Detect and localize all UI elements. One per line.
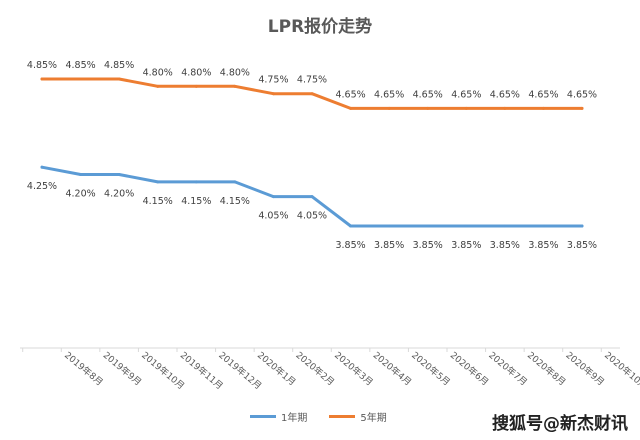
data-point-2 <box>464 106 468 110</box>
data-label-1: 4.20% <box>104 189 134 200</box>
data-label-2: 4.65% <box>451 89 481 100</box>
data-label-2: 4.75% <box>258 75 288 86</box>
data-label-2: 4.75% <box>297 75 327 86</box>
data-point-2 <box>271 92 275 96</box>
data-label-1: 4.15% <box>220 196 250 207</box>
legend-item-1: 1年期 <box>250 409 307 424</box>
data-point-1 <box>426 224 430 228</box>
x-tick-label: 2020年5月 <box>409 349 452 388</box>
data-point-2 <box>40 77 44 81</box>
data-point-1 <box>40 165 44 169</box>
data-label-2: 4.65% <box>528 89 558 100</box>
data-label-2: 4.65% <box>335 89 365 100</box>
data-label-2: 4.80% <box>181 67 211 78</box>
data-point-2 <box>349 106 353 110</box>
data-point-2 <box>310 92 314 96</box>
data-point-1 <box>310 195 314 199</box>
data-point-1 <box>156 180 160 184</box>
chart-legend: 1年期 5年期 <box>250 409 387 424</box>
data-label-2: 4.85% <box>104 60 134 71</box>
data-point-1 <box>271 195 275 199</box>
data-label-1: 4.25% <box>27 181 57 192</box>
x-tick-label: 2020年3月 <box>332 349 375 388</box>
data-label-2: 4.85% <box>27 60 57 71</box>
data-point-2 <box>117 77 121 81</box>
data-label-1: 3.85% <box>490 240 520 251</box>
data-point-1 <box>580 224 584 228</box>
data-label-2: 4.65% <box>413 89 443 100</box>
data-point-2 <box>541 106 545 110</box>
data-label-2: 4.80% <box>220 67 250 78</box>
chart-title: LPR报价走势 <box>267 17 373 37</box>
data-point-2 <box>387 106 391 110</box>
x-tick-label: 2020年2月 <box>294 349 337 388</box>
data-label-2: 4.65% <box>567 89 597 100</box>
data-point-1 <box>387 224 391 228</box>
data-point-1 <box>79 173 83 177</box>
data-point-2 <box>79 77 83 81</box>
data-label-1: 4.15% <box>181 196 211 207</box>
data-point-2 <box>580 106 584 110</box>
data-point-2 <box>233 84 237 88</box>
data-point-2 <box>194 84 198 88</box>
data-point-2 <box>503 106 507 110</box>
data-label-1: 3.85% <box>413 240 443 251</box>
legend-item-2: 5年期 <box>329 409 387 424</box>
x-tick-label: 2019年9月 <box>101 349 144 388</box>
data-point-1 <box>117 173 121 177</box>
x-tick-label: 2020年8月 <box>525 349 568 388</box>
data-label-1: 4.05% <box>297 211 327 222</box>
data-point-1 <box>349 224 353 228</box>
watermark: 搜狐号@新杰财讯 <box>492 414 628 434</box>
data-label-2: 4.80% <box>143 67 173 78</box>
data-label-1: 3.85% <box>335 240 365 251</box>
data-label-2: 4.85% <box>65 60 95 71</box>
x-tick-label: 2020年4月 <box>371 349 414 388</box>
x-tick-label: 2019年8月 <box>62 349 105 388</box>
data-point-1 <box>464 224 468 228</box>
data-point-1 <box>194 180 198 184</box>
data-point-2 <box>426 106 430 110</box>
data-label-1: 4.05% <box>258 211 288 222</box>
legend-swatch-1 <box>250 415 276 418</box>
data-label-2: 4.65% <box>374 89 404 100</box>
x-tick-label: 2020年6月 <box>448 349 491 388</box>
x-tick-label: 2020年10月 <box>602 349 640 392</box>
data-label-2: 4.65% <box>490 89 520 100</box>
data-point-2 <box>156 84 160 88</box>
legend-swatch-2 <box>329 415 356 418</box>
data-point-1 <box>233 180 237 184</box>
data-point-1 <box>503 224 507 228</box>
data-label-1: 3.85% <box>451 240 481 251</box>
legend-label-2: 5年期 <box>360 413 387 424</box>
data-label-1: 3.85% <box>567 240 597 251</box>
x-tick-label: 2020年7月 <box>486 349 529 388</box>
data-label-1: 3.85% <box>528 240 558 251</box>
data-label-1: 3.85% <box>374 240 404 251</box>
data-label-1: 4.15% <box>143 196 173 207</box>
data-label-1: 4.20% <box>65 189 95 200</box>
legend-label-1: 1年期 <box>281 413 308 424</box>
x-tick-label: 2020年9月 <box>564 349 607 388</box>
data-point-1 <box>541 224 545 228</box>
